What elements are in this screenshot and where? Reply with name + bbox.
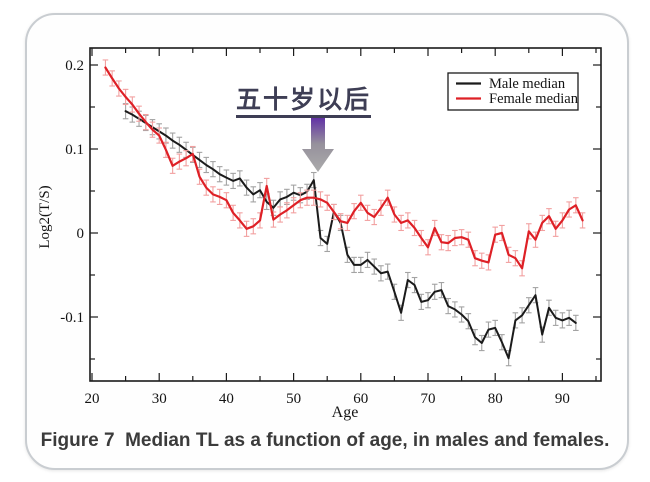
y-axis-label: Log2(T/S) xyxy=(37,185,53,248)
x-tick-label: 60 xyxy=(353,391,368,407)
data-series xyxy=(102,59,586,367)
female-line xyxy=(104,66,584,270)
y-tick-label: 0 xyxy=(77,226,85,242)
legend-female-label: Female median xyxy=(489,91,579,107)
legend: Male median Female median xyxy=(447,72,579,111)
down-arrow-icon xyxy=(302,116,334,172)
annotation-label: 五十岁以后 xyxy=(236,87,372,119)
y-tick-label: 0.1 xyxy=(65,142,84,158)
y-tick-label: -0.1 xyxy=(60,310,84,326)
x-tick-label: 80 xyxy=(488,391,503,407)
figure-caption: Figure 7 Median TL as a function of age,… xyxy=(40,430,610,451)
x-tick-label: 20 xyxy=(85,391,100,407)
x-tick-label: 30 xyxy=(152,391,167,407)
legend-box xyxy=(447,72,579,111)
x-tick-label: 40 xyxy=(219,391,234,407)
male-line xyxy=(124,110,577,360)
x-axis-label: Age xyxy=(332,404,359,421)
legend-male-label: Male median xyxy=(489,76,566,92)
x-tick-label: 90 xyxy=(555,391,570,407)
axis-ticks: 20 30 40 50 60 70 80 90 -0.1 0 0.1 0.2 xyxy=(60,48,601,407)
x-tick-label: 70 xyxy=(421,391,436,407)
y-tick-label: 0.2 xyxy=(65,58,84,74)
x-tick-label: 50 xyxy=(286,391,301,407)
